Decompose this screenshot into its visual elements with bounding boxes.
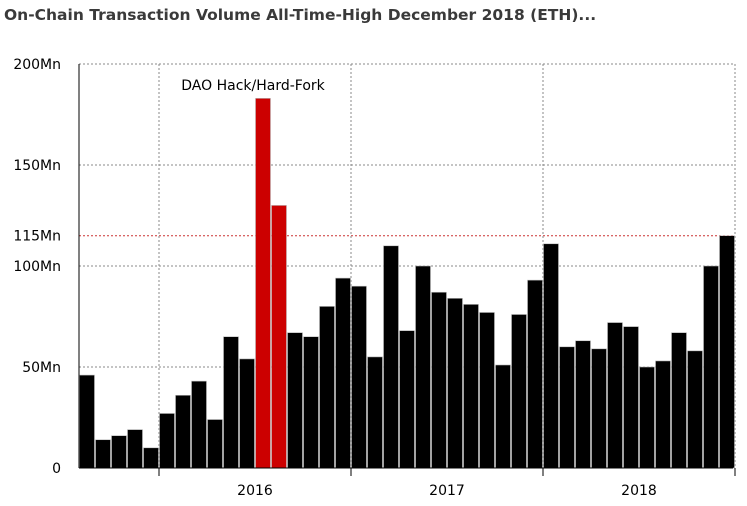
bar xyxy=(207,419,223,469)
bar xyxy=(335,277,351,469)
y-tick-label: 0 xyxy=(52,461,61,477)
bar xyxy=(351,285,367,469)
bar xyxy=(463,304,479,469)
bar xyxy=(623,326,639,469)
bar xyxy=(255,98,271,469)
bar xyxy=(175,394,191,469)
x-tick-label: 2017 xyxy=(429,483,465,499)
bar xyxy=(479,312,495,469)
y-tick-label: 50Mn xyxy=(22,360,61,376)
bar xyxy=(399,330,415,469)
bar xyxy=(687,350,703,469)
bar xyxy=(415,265,431,469)
y-tick-label: 200Mn xyxy=(13,57,61,73)
annotation-label: DAO Hack/Hard-Fork xyxy=(181,78,325,94)
bar xyxy=(95,439,111,469)
bar xyxy=(639,366,655,469)
y-tick-label: 115Mn xyxy=(13,229,61,245)
bar xyxy=(271,205,287,469)
bar xyxy=(143,447,159,469)
bar xyxy=(223,336,239,469)
chart-title: On-Chain Transaction Volume All-Time-Hig… xyxy=(4,6,597,24)
bar xyxy=(591,348,607,469)
bar xyxy=(559,346,575,469)
bar xyxy=(431,291,447,469)
bar xyxy=(511,314,527,469)
bar xyxy=(239,358,255,469)
bar xyxy=(319,306,335,469)
bar xyxy=(447,298,463,469)
y-tick-label: 100Mn xyxy=(13,259,61,275)
bar xyxy=(543,243,559,469)
bar xyxy=(79,374,95,469)
bar xyxy=(159,413,175,469)
bar xyxy=(383,245,399,469)
bar xyxy=(303,336,319,469)
bar xyxy=(671,332,687,469)
x-tick-label: 2016 xyxy=(237,483,273,499)
y-tick-label: 150Mn xyxy=(13,158,61,174)
bar xyxy=(703,265,719,469)
bar xyxy=(607,322,623,469)
bar xyxy=(495,364,511,469)
bar xyxy=(111,435,127,469)
bar xyxy=(575,340,591,469)
bar xyxy=(527,279,543,469)
bar xyxy=(127,429,143,469)
bar xyxy=(655,360,671,469)
bar xyxy=(719,235,735,469)
x-tick-label: 2018 xyxy=(621,483,657,499)
bar xyxy=(191,380,207,469)
bar xyxy=(367,356,383,469)
bar xyxy=(287,332,303,469)
